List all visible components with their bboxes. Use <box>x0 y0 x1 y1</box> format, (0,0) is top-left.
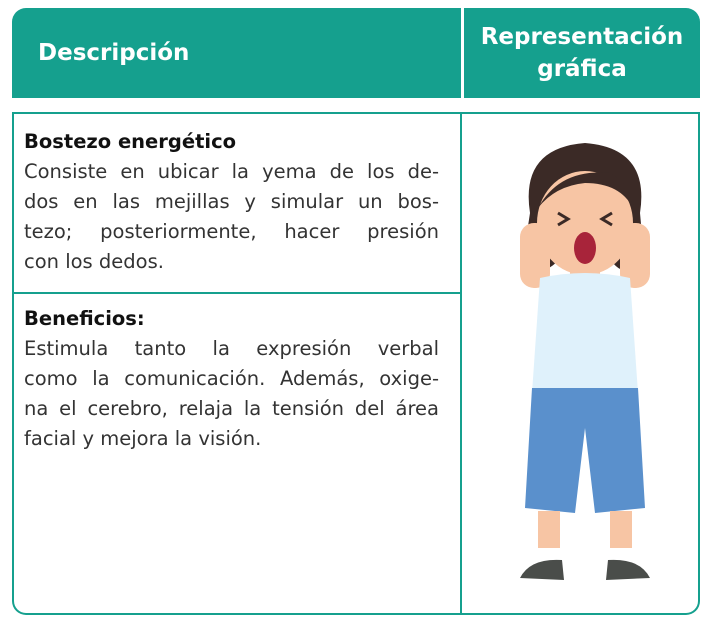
text-line: con los dedos. <box>24 250 164 273</box>
text-line: Consiste en ubicar la yema de los de- <box>24 160 439 183</box>
table-body <box>12 112 700 615</box>
text-line: dos en las mejillas y simular un bos- <box>24 190 439 213</box>
text-line: Estimula tanto la expresión verbal <box>24 337 439 360</box>
exercise-title: Bostezo energético <box>24 130 237 153</box>
header-cell: Descripción <box>38 40 190 66</box>
benefits-cell: Beneficios: Estimula tanto la expresión … <box>24 304 439 454</box>
text-line: como la comunicación. Además, oxige- <box>24 367 439 390</box>
text-line: tezo; posteriormente, hacer presión <box>24 220 439 243</box>
header-cell: Representación gráfica <box>461 8 700 98</box>
border <box>12 112 700 114</box>
exercise-cell: Bostezo energético Consiste en ubicar la… <box>24 127 439 277</box>
benefits-title: Beneficios: <box>24 307 145 330</box>
girl-illustration <box>520 143 650 580</box>
table-header: Descripción Representación gráfica <box>12 8 700 98</box>
column-divider <box>460 112 462 615</box>
text-line: na el cerebro, relaja la tensión del áre… <box>24 397 439 420</box>
row-divider <box>12 292 460 294</box>
text-line: facial y mejora la visión. <box>24 427 262 450</box>
